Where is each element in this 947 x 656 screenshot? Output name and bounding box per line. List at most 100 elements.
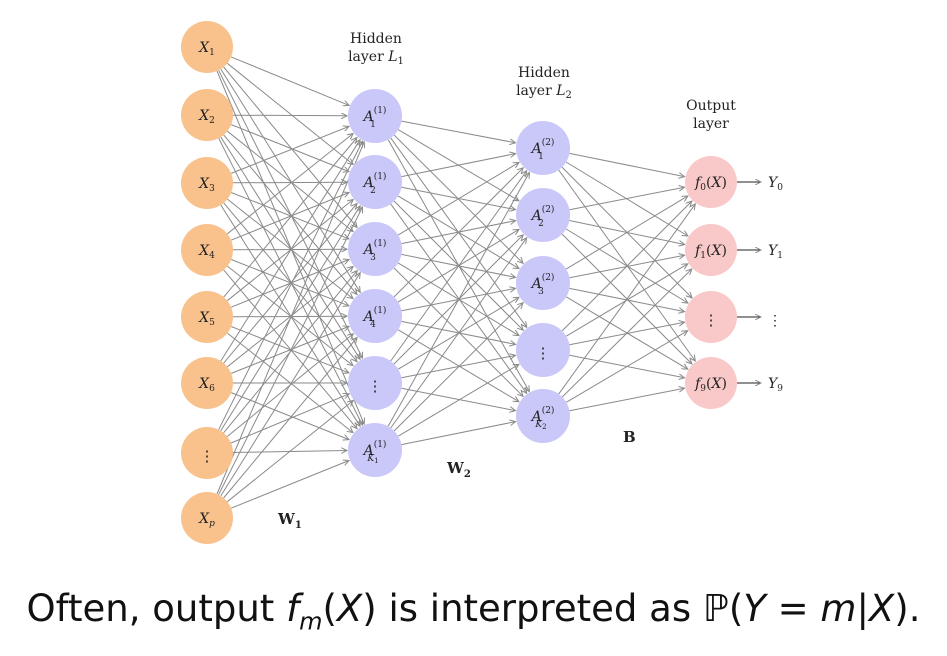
- node-circle: [348, 155, 402, 209]
- edge-hidden_layer_2-0-to-0: [569, 152, 685, 176]
- node-circle: [685, 156, 737, 208]
- edge-hidden_layer_2-1-to-0: [569, 187, 685, 211]
- edge-input_layer-3-to-2: [232, 249, 347, 250]
- node-circle: [685, 224, 737, 276]
- node-circle: [516, 256, 570, 310]
- edge-hidden_layer_1-1-to-0: [401, 154, 516, 178]
- connection-edges: [216, 56, 696, 509]
- input-layer-node-5: X6: [181, 357, 233, 409]
- node-circle: [685, 357, 737, 409]
- edge-input_layer-3-to-4: [227, 265, 353, 366]
- output-layer-node-3: f9(X): [685, 357, 737, 409]
- weight-label-w1: W1: [277, 510, 302, 531]
- node-circle: [348, 222, 402, 276]
- node-label: A(2) 3: [530, 272, 555, 297]
- node-label: f0(X): [694, 175, 727, 193]
- ellipsis-label: ⋮: [368, 377, 383, 395]
- network-nodes: X1 X2 X3 X4 X5 X6 ⋮ Xp A(1) 1 A(1) 2 A(1) 3 A(1) 4 ⋮ A(1)…: [181, 21, 783, 544]
- output-layer-subtitle: layer: [693, 116, 729, 132]
- edge-input_layer-1-to-5: [218, 137, 363, 425]
- output-label-0: Y0: [768, 175, 783, 193]
- edge-hidden_layer_2-2-to-0: [565, 196, 688, 270]
- edge-input_layer-7-to-5: [230, 461, 349, 509]
- edge-input_layer-5-to-1: [223, 204, 357, 364]
- node-label: X4: [198, 243, 215, 261]
- edge-hidden_layer_2-4-to-1: [561, 269, 692, 398]
- edge-input_layer-4-to-0: [223, 138, 357, 298]
- edge-input_layer-5-to-2: [226, 267, 353, 368]
- edge-input_layer-0-to-4: [218, 70, 363, 358]
- edge-hidden_layer_2-4-to-3: [569, 388, 685, 412]
- output-layer-node-0: f0(X): [685, 156, 737, 208]
- node-circle: [348, 89, 402, 143]
- hidden-layer-1-node-3: A(1) 4: [348, 289, 402, 343]
- hidden-layer-2-node-0: A(2) 1: [516, 121, 570, 175]
- edge-hidden_layer_2-3-to-1: [565, 264, 688, 337]
- node-circle: [348, 356, 402, 410]
- edge-hidden_layer_1-3-to-0: [393, 168, 523, 298]
- edge-hidden_layer_1-4-to-0: [390, 171, 527, 362]
- hidden-layer-1-node-4: ⋮: [348, 356, 402, 410]
- edge-hidden_layer_1-2-to-0: [397, 162, 519, 236]
- input-layer-node-2: X3: [181, 157, 233, 209]
- weight-label-b: B: [623, 428, 636, 446]
- input-layer-node-7: Xp: [181, 492, 233, 544]
- edge-hidden_layer_2-4-to-2: [566, 331, 687, 403]
- edge-hidden_layer_2-3-to-0: [561, 201, 692, 332]
- node-circle: [181, 492, 233, 544]
- hidden-layer-2-node-4: A(2) K2: [516, 389, 570, 443]
- input-layer-node-4: X5: [181, 291, 233, 343]
- node-label: X6: [198, 376, 215, 394]
- edge-hidden_layer_1-2-to-4: [393, 267, 523, 396]
- edge-input_layer-2-to-1: [232, 182, 347, 183]
- node-label: A(2) K2: [530, 405, 555, 431]
- edge-input_layer-0-to-2: [223, 66, 358, 228]
- node-label: X1: [198, 40, 215, 58]
- edge-hidden_layer_1-4-to-4: [401, 387, 516, 410]
- edge-input_layer-1-to-2: [226, 130, 353, 231]
- output-layer-title: Output: [686, 98, 736, 114]
- node-circle: [516, 121, 570, 175]
- edge-hidden_layer_1-5-to-0: [387, 173, 529, 427]
- output-layer-node-2: ⋮: [685, 291, 737, 343]
- node-label: f9(X): [694, 376, 727, 394]
- node-circle: [685, 291, 737, 343]
- node-circle: [516, 389, 570, 443]
- node-label: A(1) 4: [362, 305, 387, 330]
- node-label: f1(X): [694, 243, 727, 261]
- output-label-1: Y1: [768, 243, 783, 261]
- node-label: X5: [198, 310, 215, 328]
- node-label: X2: [198, 108, 215, 126]
- edge-input_layer-1-to-1: [231, 124, 349, 172]
- edge-hidden_layer_1-5-to-2: [393, 303, 523, 432]
- output-label-3: Y9: [768, 376, 783, 394]
- edge-hidden_layer_1-5-to-4: [401, 422, 516, 446]
- input-layer-node-1: X2: [181, 89, 233, 141]
- edge-input_layer-3-to-0: [226, 134, 353, 235]
- edge-input_layer-1-to-4: [220, 136, 360, 359]
- node-label: Xp: [198, 511, 215, 529]
- edge-hidden_layer_2-4-to-0: [558, 204, 696, 395]
- node-circle: [181, 427, 233, 479]
- ellipsis-label: ⋮: [704, 311, 719, 329]
- hidden-layer-1-node-0: A(1) 1: [348, 89, 402, 143]
- edge-input_layer-7-to-0: [216, 142, 364, 495]
- edge-input_layer-0-to-3: [220, 68, 360, 292]
- node-circle: [348, 423, 402, 477]
- edge-input_layer-5-to-0: [220, 140, 360, 362]
- node-label: A(1) K1: [362, 439, 387, 465]
- hidden-layer-1-title: Hidden: [350, 31, 402, 47]
- edge-input_layer-0-to-1: [226, 62, 353, 164]
- node-circle: [516, 188, 570, 242]
- hidden-layer-1-node-5: A(1) K1: [348, 423, 402, 477]
- node-label: A(1) 3: [362, 238, 387, 263]
- hidden-layer-2-title: Hidden: [518, 65, 570, 81]
- hidden-layer-1-node-2: A(1) 3: [348, 222, 402, 276]
- edge-input_layer-7-to-1: [218, 207, 363, 495]
- weight-label-w2: W2: [446, 459, 471, 480]
- input-layer-node-0: X1: [181, 21, 233, 73]
- output-layer-node-1: f1(X): [685, 224, 737, 276]
- input-layer-node-6: ⋮: [181, 427, 233, 479]
- edge-input_layer-7-to-3: [223, 338, 358, 499]
